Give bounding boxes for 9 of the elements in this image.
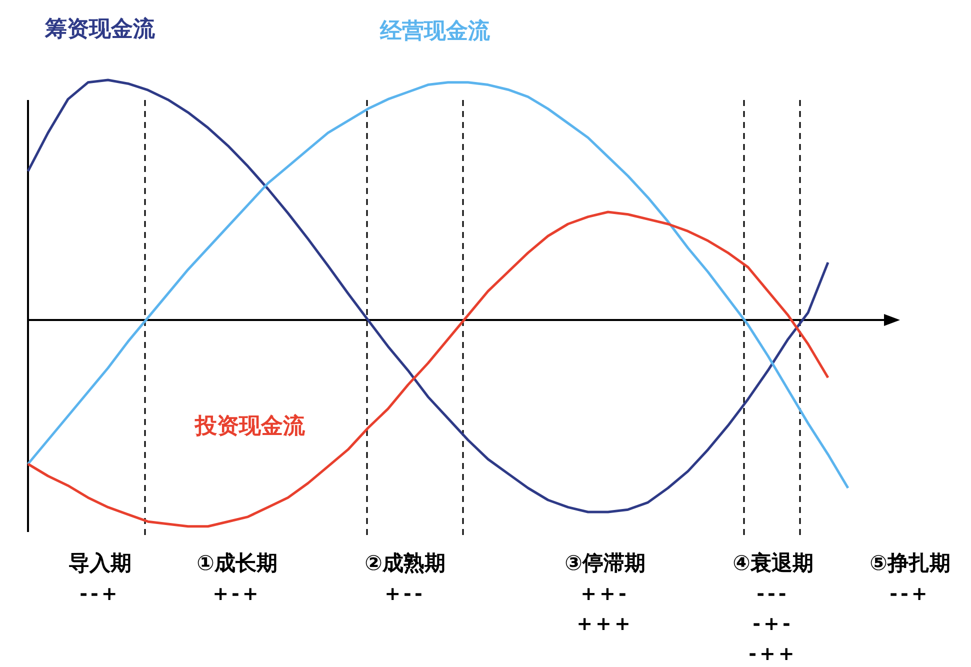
text: ②成熟期 +-- [364, 551, 446, 605]
text: 筹资现金流 [44, 16, 156, 42]
text: 导入期 --+ [68, 551, 132, 605]
text: ④衰退期 --- -+- -++ [732, 551, 814, 665]
series-label: 投资现金流 [194, 413, 306, 439]
text: ③停滞期 ++- +++ [564, 551, 646, 635]
text: ①成长期 +-+ [196, 551, 278, 605]
text: ⑤挣扎期 --+ [870, 551, 950, 605]
series-label: 经营现金流 [379, 18, 491, 44]
